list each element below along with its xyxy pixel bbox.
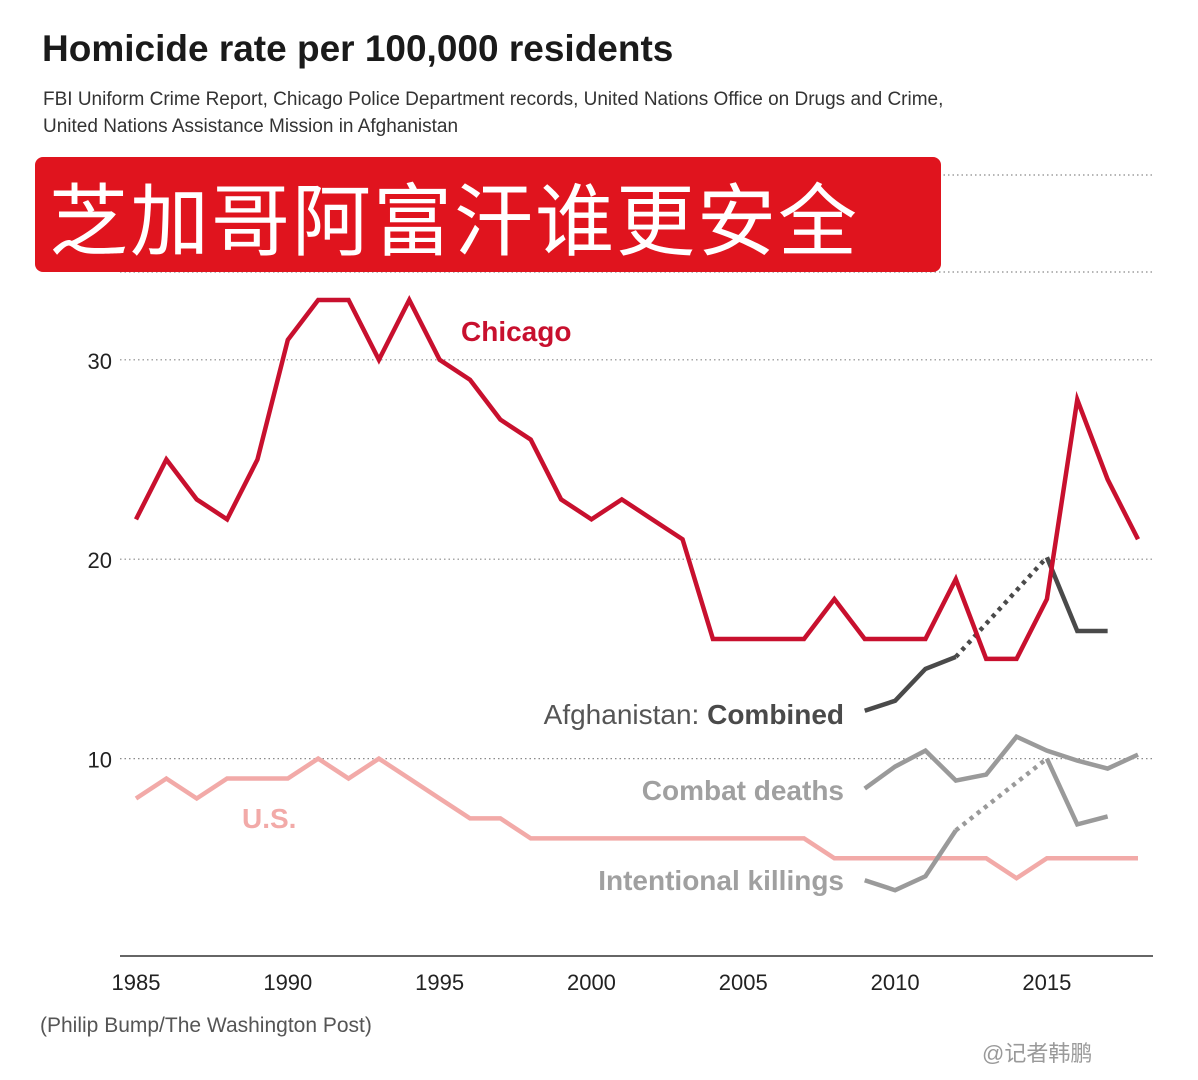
series-line-combat-deaths bbox=[863, 733, 1139, 791]
x-tick-2005: 2005 bbox=[719, 970, 768, 995]
series-line-intentional-killings-pre bbox=[864, 829, 958, 893]
chart-subtitle: FBI Uniform Crime Report, Chicago Police… bbox=[43, 86, 1153, 140]
x-tick-2010: 2010 bbox=[871, 970, 920, 995]
y-tick-20: 20 bbox=[88, 548, 112, 573]
y-tick-labels: 10 20 30 bbox=[88, 349, 112, 773]
subtitle-line-1: FBI Uniform Crime Report, Chicago Police… bbox=[43, 89, 944, 110]
series-gap-intentional-killings bbox=[954, 756, 1049, 833]
series-line-afghanistan-combined-post bbox=[1044, 556, 1108, 634]
subtitle-line-2: United Nations Assistance Mission in Afg… bbox=[43, 116, 459, 137]
y-tick-10: 10 bbox=[88, 748, 112, 773]
afghanistan-label-combined: Combined bbox=[707, 699, 844, 730]
series-label-afghanistan-combined: Afghanistan: Combined bbox=[544, 699, 844, 730]
series-line-chicago bbox=[133, 295, 1141, 662]
overlay-banner: 芝加哥阿富汗谁更安全 bbox=[35, 157, 941, 272]
chart-title: Homicide rate per 100,000 residents bbox=[42, 28, 674, 69]
x-tick-2000: 2000 bbox=[567, 970, 616, 995]
x-tick-1985: 1985 bbox=[112, 970, 161, 995]
series-label-combat-deaths: Combat deaths bbox=[642, 775, 844, 806]
series-gap-afghanistan-combined bbox=[954, 555, 1049, 659]
series-line-intentional-killings-post bbox=[1044, 757, 1109, 828]
watermark: @记者韩鹏 bbox=[982, 1041, 1093, 1066]
series-label-us: U.S. bbox=[242, 803, 296, 834]
y-tick-30: 30 bbox=[88, 349, 112, 374]
x-tick-2015: 2015 bbox=[1022, 970, 1071, 995]
x-tick-1990: 1990 bbox=[263, 970, 312, 995]
afghanistan-label-prefix: Afghanistan: bbox=[544, 699, 707, 730]
series-line-u-s bbox=[134, 755, 1138, 881]
source-credit: (Philip Bump/The Washington Post) bbox=[40, 1014, 372, 1037]
series-label-intentional-killings: Intentional killings bbox=[598, 865, 844, 896]
x-tick-1995: 1995 bbox=[415, 970, 464, 995]
series-label-chicago: Chicago bbox=[461, 316, 571, 347]
overlay-banner-text: 芝加哥阿富汗谁更安全 bbox=[49, 176, 859, 268]
series-lines bbox=[133, 295, 1141, 893]
x-tick-labels: 1985 1990 1995 2000 2005 2010 2015 bbox=[112, 970, 1072, 995]
series-line-afghanistan-combined-pre bbox=[864, 654, 957, 713]
